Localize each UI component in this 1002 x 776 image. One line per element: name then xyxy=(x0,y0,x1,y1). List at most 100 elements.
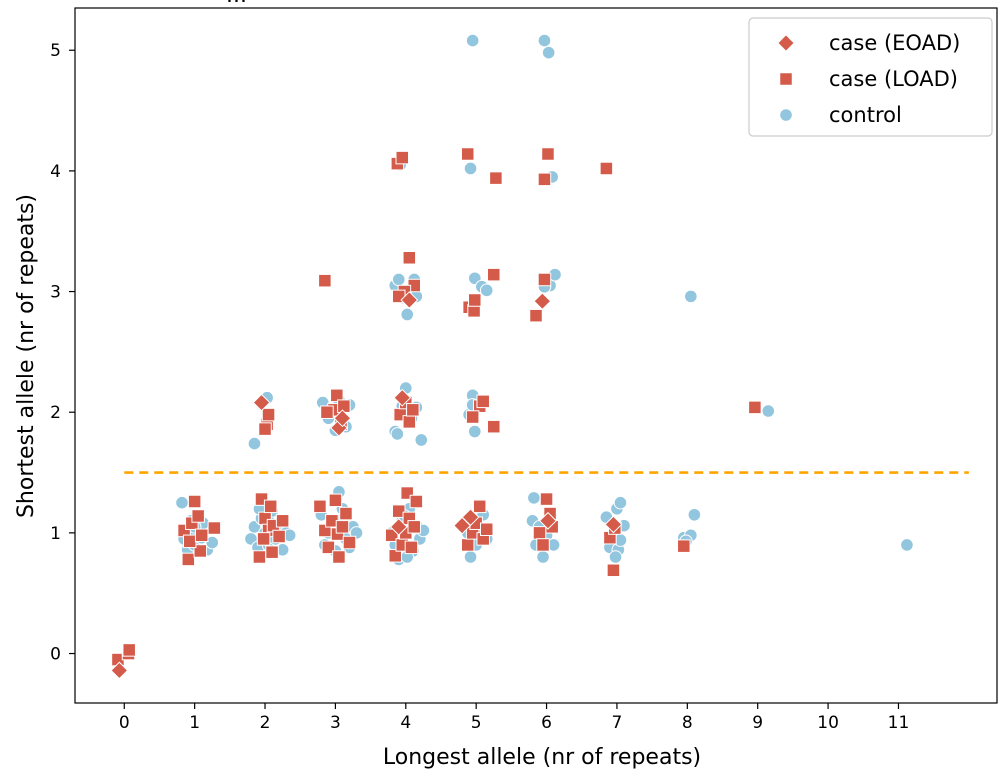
y-axis: 0 1 2 3 4 5 xyxy=(50,41,75,665)
legend-box xyxy=(748,17,993,137)
data-point-square xyxy=(258,422,272,436)
data-point-square xyxy=(313,499,327,514)
legend-label: control xyxy=(829,103,902,127)
data-point-square xyxy=(335,520,350,534)
data-point-circle xyxy=(687,507,702,522)
data-point-circle xyxy=(536,550,550,564)
y-tick-label: 3 xyxy=(50,283,61,303)
data-point-square xyxy=(402,251,417,265)
data-point-square xyxy=(536,538,550,552)
legend-label: case (EOAD) xyxy=(829,31,960,55)
data-point-circle xyxy=(541,45,556,60)
data-point-diamond xyxy=(389,517,408,536)
data-point-circle xyxy=(537,33,552,48)
data-point-circle xyxy=(465,33,480,48)
data-point-square xyxy=(320,405,334,419)
data-point-square xyxy=(460,538,475,552)
data-point-square xyxy=(252,550,267,564)
data-point-diamond xyxy=(400,291,419,309)
data-point-square xyxy=(181,552,196,567)
x-tick-label: 2 xyxy=(260,713,271,733)
data-point-square xyxy=(539,492,554,506)
data-point-square xyxy=(599,161,614,176)
y-axis-label: Shortest allele (nr of repeats) xyxy=(14,194,39,518)
legend-marker-circle xyxy=(779,108,793,122)
data-point-square xyxy=(677,539,691,553)
data-point-square xyxy=(402,415,417,429)
data-point-square xyxy=(328,493,343,508)
data-point-square xyxy=(207,521,222,535)
data-points xyxy=(110,33,914,680)
data-point-square xyxy=(265,545,279,559)
data-point-square xyxy=(395,150,410,165)
data-point-circle xyxy=(900,538,914,552)
data-point-square xyxy=(468,293,482,307)
x-tick-label: 5 xyxy=(471,713,482,733)
data-point-square xyxy=(261,407,276,422)
data-point-circle xyxy=(175,495,189,510)
x-tick-label: 8 xyxy=(682,713,693,733)
data-point-square xyxy=(193,544,208,558)
y-tick-label: 1 xyxy=(50,524,61,544)
chart-title-fragment: ... xyxy=(226,0,247,8)
data-point-diamond xyxy=(539,511,557,530)
data-point-diamond xyxy=(110,661,129,680)
data-point-square xyxy=(537,172,552,187)
x-tick-label: 9 xyxy=(752,713,763,733)
x-tick-label: 0 xyxy=(119,713,130,733)
data-point-square xyxy=(263,499,278,514)
data-point-circle xyxy=(463,161,478,176)
data-point-square xyxy=(406,403,420,417)
x-tick-label: 4 xyxy=(400,713,411,733)
data-point-diamond xyxy=(393,388,412,407)
data-point-square xyxy=(541,147,555,161)
data-point-square xyxy=(487,267,501,282)
data-point-circle xyxy=(400,307,415,322)
data-point-square xyxy=(339,506,353,521)
data-point-circle xyxy=(205,535,220,550)
data-point-square xyxy=(487,419,501,434)
data-point-circle xyxy=(467,424,482,439)
data-point-square xyxy=(532,526,547,540)
data-point-square xyxy=(321,540,336,555)
data-point-circle xyxy=(613,495,628,510)
data-point-square xyxy=(409,494,424,509)
data-point-diamond xyxy=(604,515,623,534)
y-tick-label: 4 xyxy=(50,162,61,182)
legend-marker-diamond xyxy=(777,34,795,52)
data-point-square xyxy=(537,272,552,287)
data-point-square xyxy=(529,308,543,323)
data-point-circle xyxy=(761,404,776,418)
data-point-square xyxy=(392,504,406,518)
data-point-square xyxy=(272,529,286,544)
data-point-diamond xyxy=(533,292,552,311)
data-point-square xyxy=(606,563,621,578)
x-tick-label: 11 xyxy=(888,713,910,733)
data-point-circle xyxy=(390,427,405,441)
data-point-square xyxy=(407,520,421,534)
data-point-square xyxy=(342,535,357,550)
legend: case (EOAD) case (LOAD) control xyxy=(748,17,993,137)
data-point-square xyxy=(187,494,202,509)
data-point-square xyxy=(472,499,487,514)
data-point-square xyxy=(384,528,399,543)
data-point-square xyxy=(465,410,480,424)
data-point-square xyxy=(748,400,762,415)
data-point-circle xyxy=(391,272,406,287)
data-point-square xyxy=(330,388,344,403)
data-point-square xyxy=(191,509,205,523)
data-point-circle xyxy=(527,491,541,505)
x-tick-label: 3 xyxy=(330,713,341,733)
data-point-circle xyxy=(247,436,262,451)
data-point-circle xyxy=(463,550,478,564)
data-point-circle xyxy=(608,550,623,564)
data-point-square xyxy=(256,532,271,546)
data-point-square xyxy=(479,522,494,536)
data-point-square xyxy=(332,550,346,564)
data-point-square xyxy=(122,643,136,657)
data-point-circle xyxy=(684,289,698,304)
data-point-square xyxy=(388,549,402,563)
data-point-square xyxy=(476,394,490,409)
data-point-square xyxy=(318,273,332,288)
